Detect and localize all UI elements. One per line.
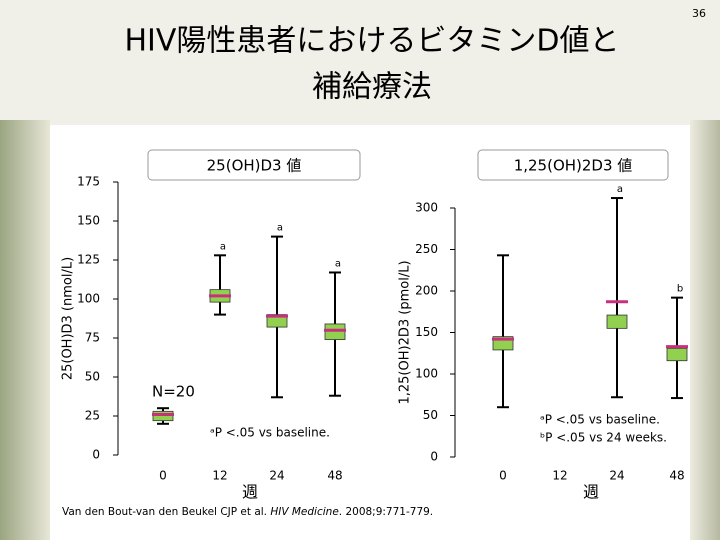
significance-label: a (277, 223, 283, 234)
y-tick-label: 0 (92, 448, 100, 462)
y-tick-label: 150 (415, 325, 438, 339)
box (266, 314, 288, 328)
x-axis-label: 週 (583, 483, 599, 502)
y-tick-label: 200 (415, 284, 438, 298)
box (324, 323, 346, 340)
y-tick-label: 25 (85, 409, 100, 423)
box (606, 314, 628, 329)
journal: HIV Medicine (270, 506, 338, 518)
panel-title: 25(OH)D3 値 (207, 157, 302, 175)
significance-label: b (677, 284, 683, 295)
y-tick-label: 50 (85, 370, 100, 384)
y-tick-label: 75 (85, 331, 100, 345)
annotation: ᵃP <.05 vs baseline. (210, 426, 330, 440)
slide-title: HIV陽性患者におけるビタミンD値と (124, 24, 619, 59)
y-tick-label: 100 (415, 367, 438, 381)
y-tick-label: 175 (77, 175, 100, 189)
x-axis-label: 週 (242, 483, 258, 502)
y-tick-label: 250 (415, 242, 438, 256)
y-axis-label: 1,25(OH)2D3 (pmol/L) (398, 260, 413, 404)
content-area (50, 125, 690, 540)
y-tick-label: 50 (423, 408, 438, 422)
annotation: ᵃP <.05 vs baseline. (540, 413, 660, 427)
slide-number: 36 (692, 7, 706, 20)
x-tick-label: 24 (269, 469, 284, 483)
x-tick-label: 48 (327, 469, 342, 483)
citation-text: . 2008;9:771-779. (339, 506, 433, 518)
x-tick-label: 12 (552, 469, 567, 483)
significance-label: a (220, 241, 226, 252)
box (666, 347, 688, 362)
panel-title: 1,25(OH)2D3 値 (514, 157, 633, 175)
y-tick-label: 300 (415, 201, 438, 215)
y-tick-label: 100 (77, 292, 100, 306)
annotation: N=20 (152, 383, 195, 401)
photo-edge (0, 120, 50, 540)
x-tick-label: 0 (499, 469, 507, 483)
significance-label: a (617, 184, 623, 195)
x-tick-label: 48 (669, 469, 684, 483)
y-tick-label: 150 (77, 214, 100, 228)
significance-label: a (335, 258, 341, 269)
y-tick-label: 0 (430, 450, 438, 464)
panel-title-box (477, 149, 669, 181)
citation-text: Van den Bout-van den Beukel CJP et al. (62, 506, 270, 518)
annotation: ᵇP <.05 vs 24 weeks. (540, 431, 667, 445)
box (152, 410, 174, 422)
photo-edge (690, 120, 720, 540)
x-tick-label: 24 (609, 469, 624, 483)
x-tick-label: 12 (212, 469, 227, 483)
x-tick-label: 0 (159, 469, 167, 483)
panel-title-box (147, 149, 361, 181)
y-tick-label: 125 (77, 253, 100, 267)
y-axis-label: 25(OH)D3 (nmol/L) (61, 257, 76, 380)
slide-title: 補給療法 (312, 70, 432, 105)
citation: Van den Bout-van den Beukel CJP et al. H… (62, 506, 433, 518)
